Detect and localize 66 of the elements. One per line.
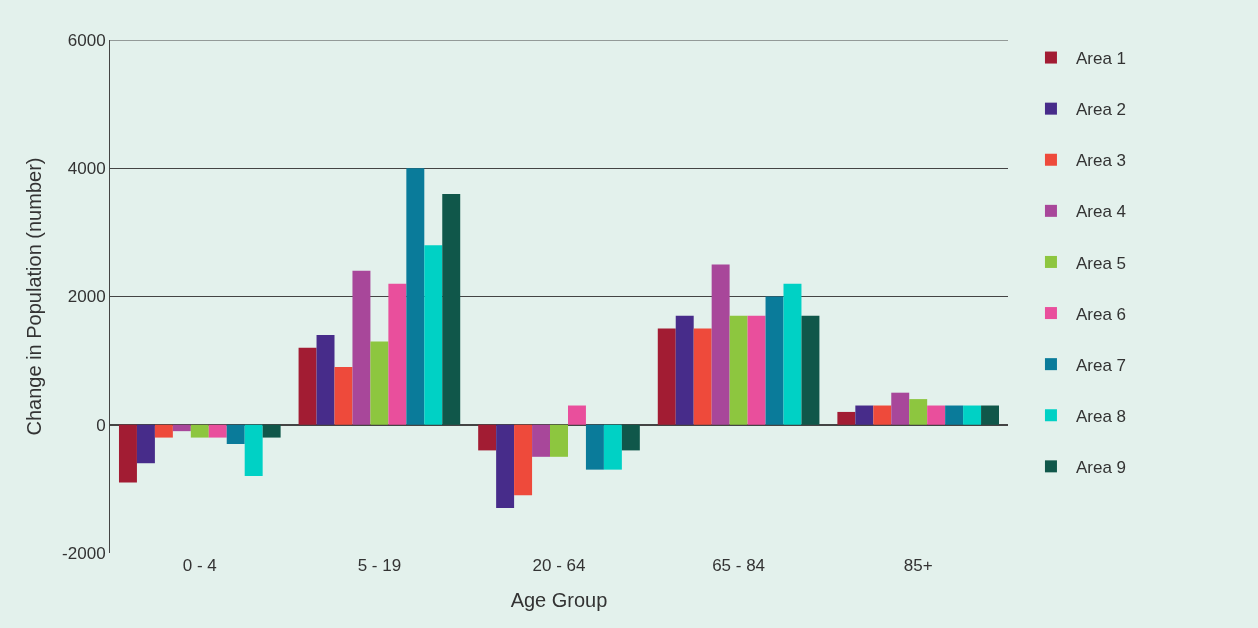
bar (154, 424, 173, 438)
bar (945, 405, 964, 425)
legend-label: Area 8 (1075, 406, 1127, 426)
legend-label: Area 3 (1075, 151, 1127, 171)
bar (406, 168, 425, 425)
bar (244, 424, 263, 477)
bar (567, 405, 586, 425)
legend-label: Area 5 (1075, 253, 1127, 273)
bar (136, 424, 155, 464)
bar (801, 315, 820, 425)
y-tick-label: -2000 (62, 543, 106, 563)
bar (532, 424, 551, 457)
bar (747, 315, 766, 425)
x-axis-title: Age Group (510, 588, 608, 611)
bar (190, 424, 209, 438)
bar (262, 424, 281, 438)
bar (442, 193, 461, 425)
bar (837, 411, 856, 425)
x-tick-label: 20 - 64 (532, 556, 586, 575)
legend-label: Area 4 (1075, 202, 1127, 222)
legend-label: Area 1 (1075, 49, 1127, 69)
legend-label: Area 6 (1075, 304, 1127, 324)
bar (693, 328, 712, 425)
bar (118, 424, 137, 483)
bar (909, 399, 928, 425)
bar (316, 334, 335, 425)
bar (478, 424, 497, 451)
bar (226, 424, 245, 444)
bar (657, 328, 676, 425)
legend-label: Area 7 (1075, 355, 1127, 375)
x-tick-label: 0 - 4 (182, 556, 217, 575)
bar (675, 315, 694, 425)
bar (550, 424, 568, 457)
bar (711, 264, 730, 425)
x-tick-label: 65 - 84 (712, 556, 766, 575)
bar (981, 405, 1000, 425)
bar (603, 424, 622, 470)
x-tick-label: 5 - 19 (357, 556, 402, 575)
y-tick-label: 2000 (67, 287, 106, 307)
bar (891, 392, 910, 425)
bar (514, 424, 533, 496)
bar (783, 283, 802, 425)
bar (298, 347, 317, 425)
bar (585, 424, 604, 470)
bar (424, 245, 443, 425)
bar (765, 296, 784, 425)
bar (370, 341, 389, 425)
bar (352, 270, 371, 425)
y-tick-label: 4000 (67, 159, 106, 179)
legend-label: Area 9 (1075, 457, 1127, 477)
y-tick-label: 0 (96, 415, 106, 435)
x-tick-label: 85+ (903, 556, 933, 575)
bar (963, 405, 982, 425)
bar (927, 405, 946, 425)
bar (334, 367, 353, 425)
bar (873, 405, 892, 425)
bar (388, 283, 407, 425)
bar (172, 424, 191, 432)
bar (208, 424, 227, 438)
bar (621, 424, 640, 451)
legend-label: Area 2 (1075, 100, 1127, 120)
bar (496, 424, 515, 509)
y-tick-label: 6000 (67, 30, 106, 50)
bar (729, 315, 748, 425)
bar (855, 405, 874, 425)
y-axis-title: Change in Population (number) (22, 157, 45, 436)
